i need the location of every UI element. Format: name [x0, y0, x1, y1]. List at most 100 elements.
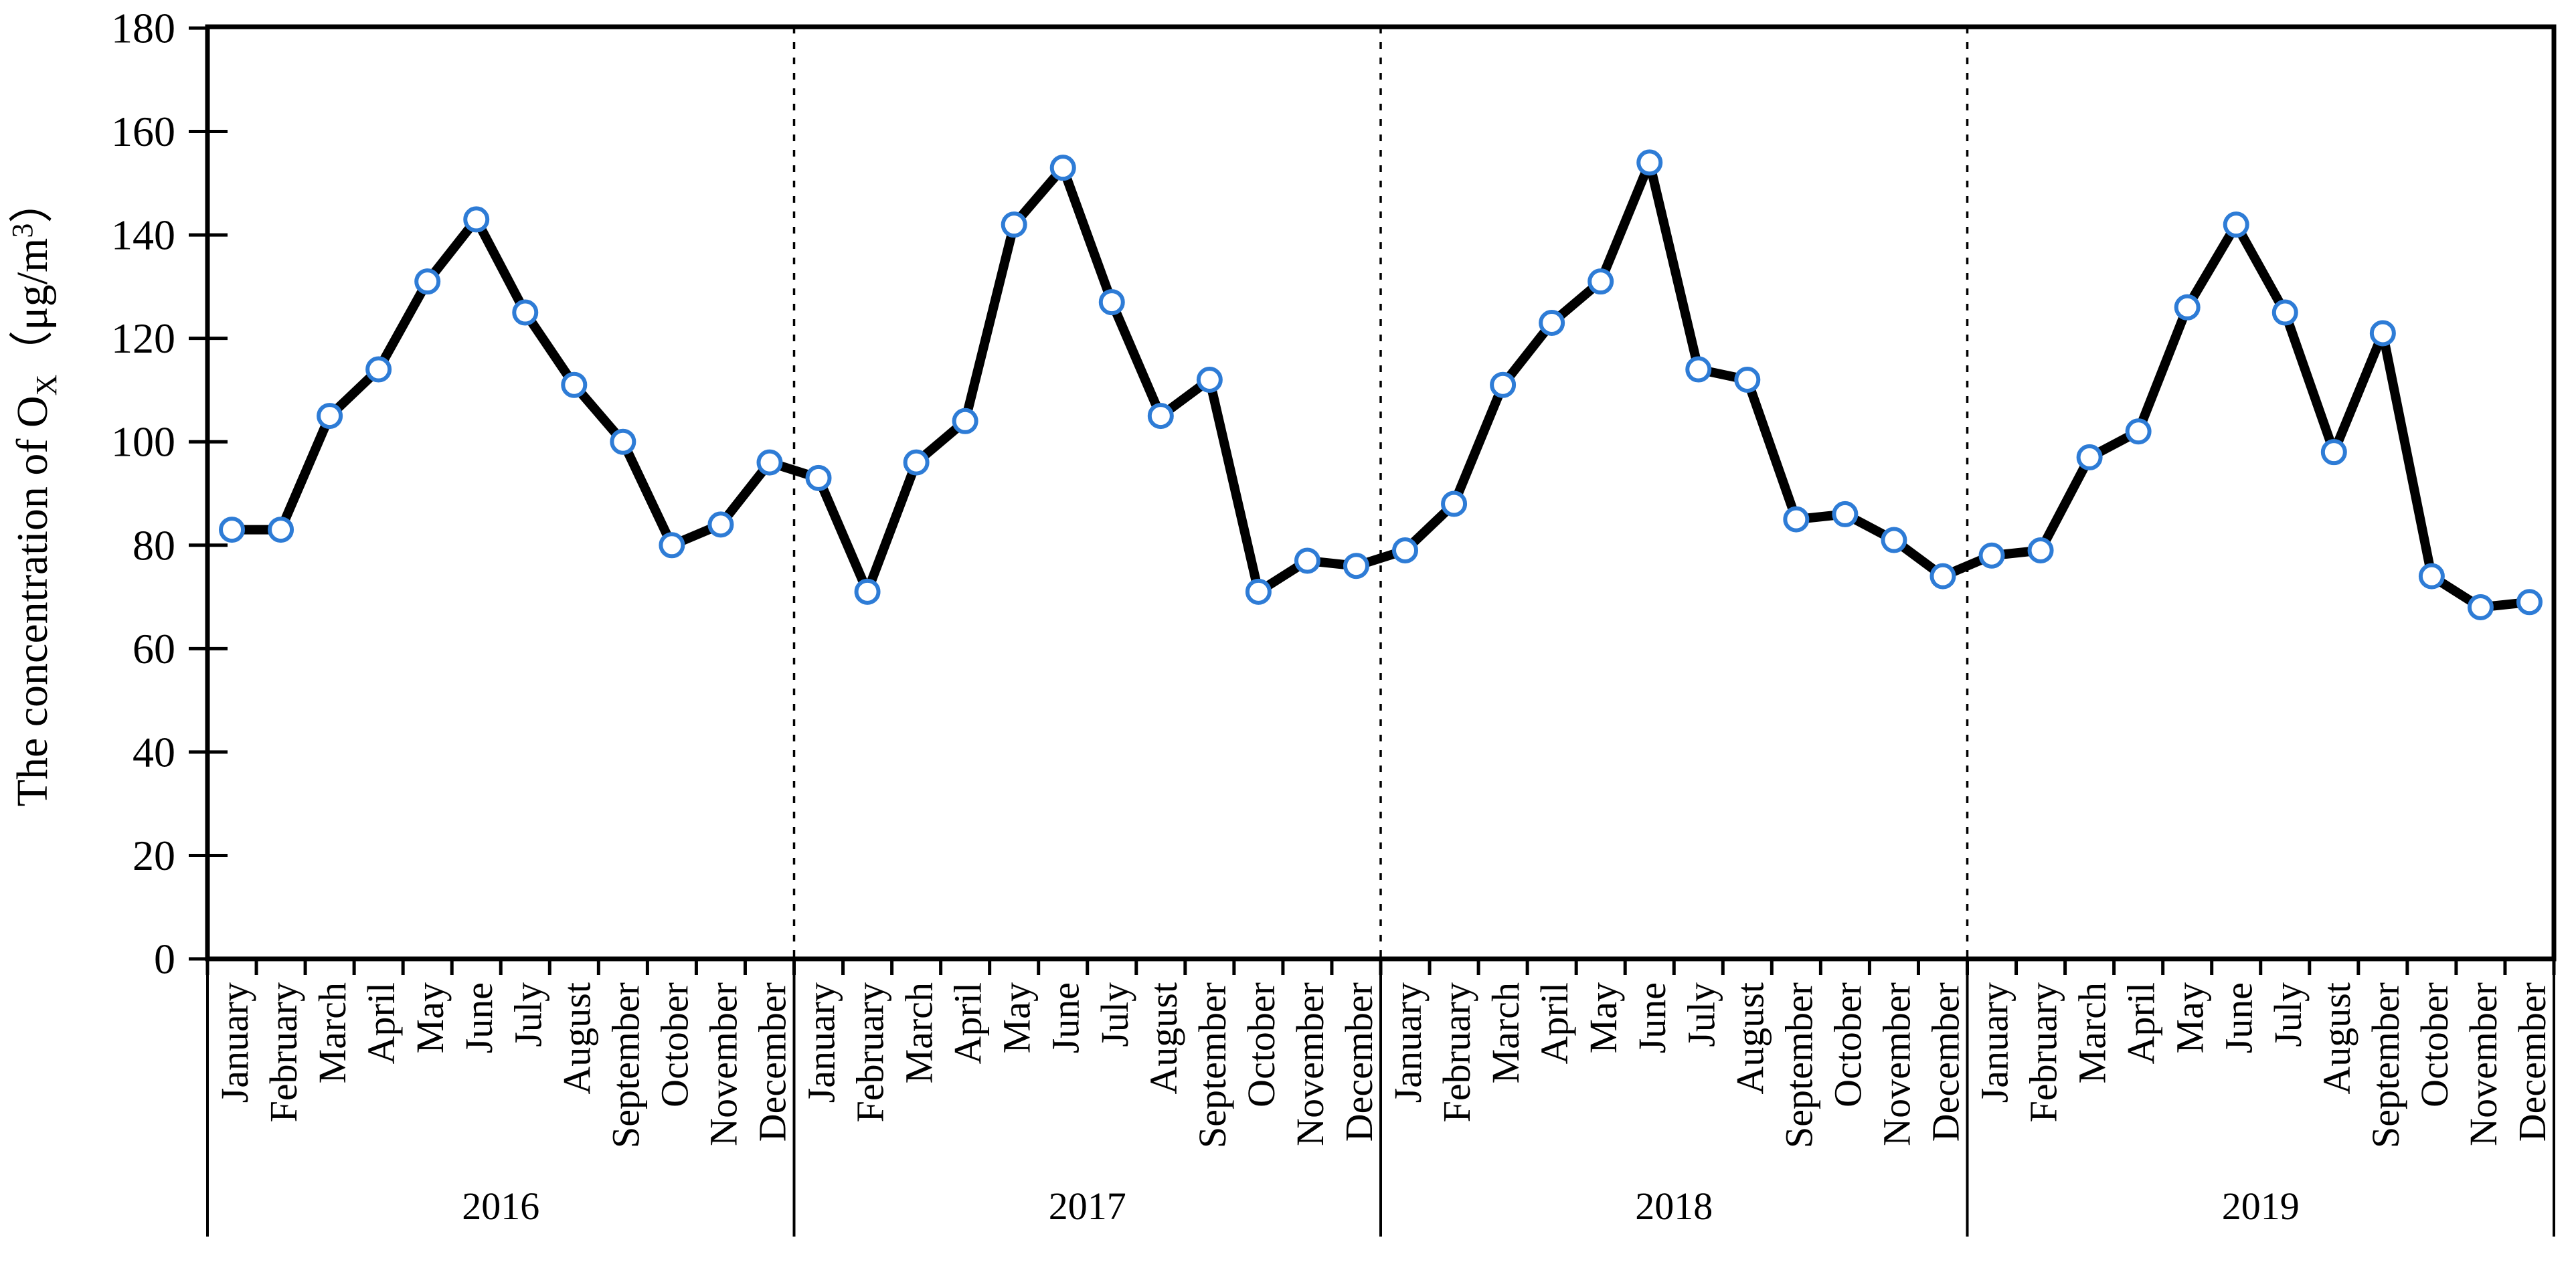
month-label: December [1337, 982, 1381, 1142]
month-label: December [1923, 982, 1967, 1142]
month-label: August [555, 982, 598, 1095]
data-point-2018-May [1587, 268, 1614, 295]
month-label: June [1630, 982, 1674, 1053]
data-point-2018-September [1783, 506, 1810, 533]
data-point-2018-April [1539, 309, 1565, 336]
data-point-2016-January [219, 517, 246, 543]
data-point-2018-November [1881, 527, 1907, 553]
month-label: May [2168, 982, 2212, 1053]
data-point-2019-April [2125, 418, 2152, 445]
month-label: October [1239, 982, 1283, 1107]
month-label: June [1044, 982, 1088, 1053]
y-tick-label: 60 [133, 625, 175, 672]
month-label: March [311, 982, 354, 1083]
month-label: September [1191, 982, 1234, 1148]
data-point-2018-October [1832, 501, 1859, 527]
data-point-2016-July [512, 299, 539, 326]
y-tick-label: 160 [111, 108, 175, 155]
data-point-2018-February [1441, 490, 1468, 517]
data-point-2019-June [2223, 211, 2249, 238]
month-label: March [2071, 982, 2114, 1083]
data-point-2017-April [952, 408, 978, 434]
data-point-2019-February [2027, 537, 2054, 564]
data-point-2017-January [805, 464, 832, 491]
month-label: September [1777, 982, 1820, 1148]
month-label: November [1288, 982, 1332, 1146]
month-label: March [897, 982, 941, 1083]
month-label: March [1484, 982, 1527, 1083]
month-label: April [2120, 982, 2163, 1064]
month-label: February [1435, 982, 1478, 1122]
data-point-2018-January [1392, 537, 1419, 564]
month-label: June [457, 982, 501, 1053]
data-point-2016-December [756, 449, 783, 476]
month-label: May [408, 982, 452, 1053]
month-label: December [750, 982, 794, 1142]
data-point-2016-April [365, 356, 392, 383]
data-point-2017-September [1196, 366, 1223, 393]
data-point-2017-June [1049, 155, 1076, 181]
month-label: August [2315, 982, 2358, 1095]
month-label: April [946, 982, 990, 1064]
data-point-2016-September [610, 428, 636, 455]
month-label: May [1581, 982, 1625, 1053]
month-label: July [506, 982, 549, 1047]
data-point-2019-October [2418, 563, 2445, 590]
y-tick-label: 180 [111, 5, 175, 52]
y-tick-label: 20 [133, 832, 175, 879]
month-label: October [1826, 982, 1869, 1107]
month-label: December [2510, 982, 2554, 1142]
data-point-2017-February [854, 578, 881, 605]
data-point-2019-January [1978, 542, 2005, 569]
month-label: July [1679, 982, 1723, 1047]
data-point-2017-March [903, 449, 930, 476]
year-label: 2016 [462, 1184, 539, 1228]
data-point-2018-March [1490, 371, 1517, 398]
data-point-2019-May [2174, 294, 2201, 321]
month-label: July [1093, 982, 1136, 1047]
data-point-2019-November [2467, 594, 2494, 621]
year-label: 2019 [2222, 1184, 2300, 1228]
data-point-2016-August [561, 371, 588, 398]
y-tick-label: 80 [133, 521, 175, 569]
data-point-2018-June [1636, 149, 1663, 176]
data-point-2016-October [659, 532, 685, 559]
month-label: January [1386, 982, 1430, 1103]
data-point-2018-December [1929, 563, 1956, 590]
data-point-2019-August [2320, 439, 2347, 466]
month-label: November [2462, 982, 2505, 1146]
month-label: January [1973, 982, 2016, 1103]
data-point-2018-July [1685, 356, 1712, 383]
data-point-2019-July [2271, 299, 2298, 326]
month-label: January [213, 982, 256, 1103]
data-point-2019-September [2369, 320, 2396, 347]
month-label: November [1875, 982, 1918, 1146]
data-point-2017-December [1343, 553, 1369, 579]
data-point-2017-November [1294, 547, 1320, 574]
data-point-2017-August [1147, 403, 1174, 430]
data-point-2017-July [1098, 289, 1125, 316]
month-label: February [849, 982, 892, 1122]
y-tick-label: 40 [133, 728, 175, 776]
data-point-2016-May [414, 268, 441, 295]
data-point-2016-June [463, 206, 490, 233]
data-point-2016-November [707, 511, 734, 538]
y-tick-label: 100 [111, 418, 175, 466]
month-label: May [995, 982, 1039, 1053]
year-label: 2018 [1635, 1184, 1713, 1228]
data-point-2017-May [1001, 211, 1027, 238]
y-tick-label: 140 [111, 211, 175, 259]
y-tick-label: 0 [154, 935, 175, 983]
data-point-2017-October [1245, 578, 1272, 605]
month-label: February [2022, 982, 2065, 1122]
data-point-2018-August [1734, 366, 1761, 393]
month-label: January [800, 982, 843, 1103]
data-point-2016-March [317, 403, 343, 430]
month-label: September [2364, 982, 2407, 1148]
month-label: August [1142, 982, 1185, 1095]
month-label: October [653, 982, 696, 1107]
month-label: August [1728, 982, 1772, 1095]
y-tick-label: 120 [111, 314, 175, 362]
month-label: July [2266, 982, 2310, 1047]
